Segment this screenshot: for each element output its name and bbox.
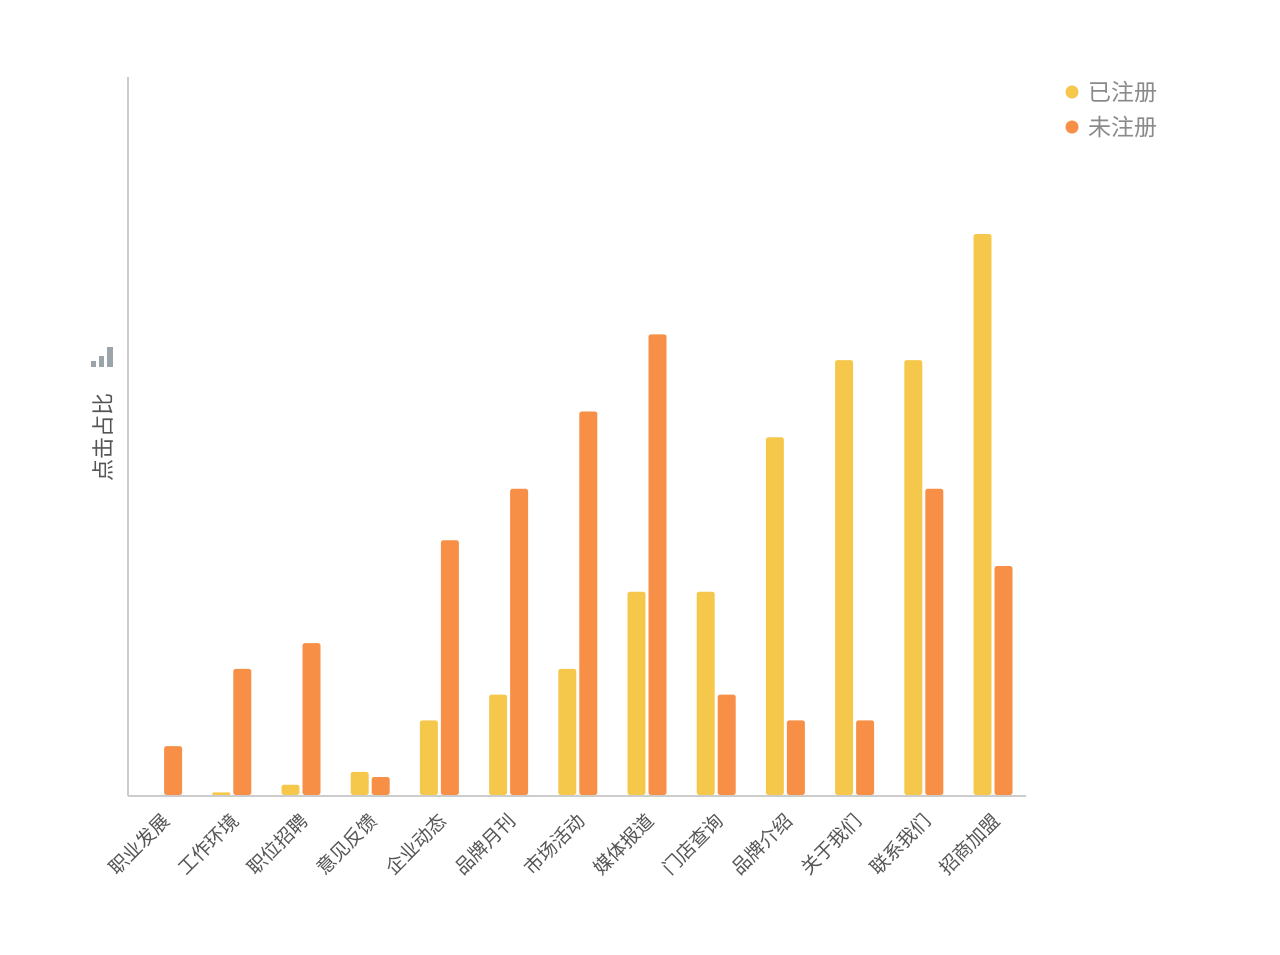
bar-1-12[interactable] [904,360,923,795]
x-tick-label: 工作环境 [174,810,243,879]
bar-2-7[interactable] [579,411,598,795]
x-tick-label: 联系我们 [866,810,935,879]
bar-1-3[interactable] [281,784,300,795]
bar-2-12[interactable] [925,488,944,795]
legend-label: 未注册 [1088,115,1157,141]
bar-2-11[interactable] [856,720,875,795]
x-tick-label: 职位招聘 [243,810,312,879]
bar-1-7[interactable] [558,668,577,795]
bar-2-3[interactable] [302,643,321,795]
x-tick-label: 意见反馈 [312,810,381,879]
bar-1-8[interactable] [627,591,646,795]
x-tick-label: 关于我们 [797,810,866,879]
bar-2-4[interactable] [371,776,390,795]
y-axis-title: 点击占比 [91,347,117,481]
bar-1-13[interactable] [973,233,992,796]
bar-chart-icon [91,347,113,367]
bar-2-8[interactable] [648,334,667,795]
bar-1-5[interactable] [419,720,438,795]
x-tick-label: 媒体报道 [589,810,658,879]
bar-1-10[interactable] [765,437,784,795]
bar-2-10[interactable] [786,720,805,795]
bar-1-6[interactable] [489,694,508,795]
x-axis-tick-labels: 职业发展 工作环境 职位招聘 意见反馈 企业动态 品牌月刊 市场活动 媒体报道 门店查询 品牌介绍… [105,810,1005,879]
x-tick-label: 品牌介绍 [728,810,797,879]
bar-2-13[interactable] [994,565,1013,795]
legend-swatch [1065,85,1079,99]
legend-swatch [1065,120,1079,134]
x-tick-label: 门店查询 [658,810,727,879]
bars-layer [164,233,1013,796]
legend-item[interactable]: 已注册 [1065,80,1158,106]
bar-2-1[interactable] [164,746,183,795]
bar-2-9[interactable] [717,694,736,795]
bar-2-6[interactable] [510,488,529,795]
y-axis-label: 点击占比 [92,393,117,481]
bar-2-5[interactable] [440,540,459,795]
bar-2-2[interactable] [233,668,252,795]
bar-1-11[interactable] [835,360,854,795]
x-tick-label: 职业发展 [105,810,174,879]
x-tick-label: 市场活动 [520,810,589,879]
bar-1-2[interactable] [212,792,231,795]
bar-1-4[interactable] [350,771,369,795]
bar-1-9[interactable] [696,591,715,795]
x-tick-label: 招商加盟 [935,810,1004,879]
x-tick-label: 品牌月刊 [451,810,520,879]
x-tick-label: 企业动态 [382,810,451,879]
legend-label: 已注册 [1088,80,1157,106]
legend-item[interactable]: 未注册 [1065,115,1158,141]
